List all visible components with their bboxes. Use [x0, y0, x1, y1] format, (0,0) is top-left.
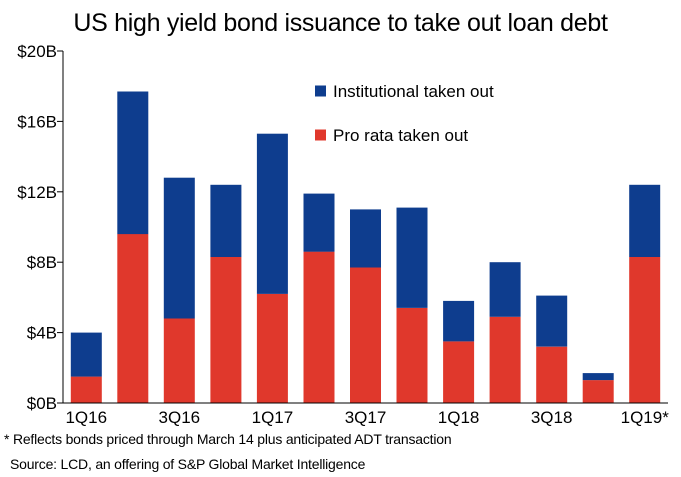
legend-label-institutional-taken-out: Institutional taken out: [333, 82, 494, 101]
x-tick-label: 1Q16: [65, 408, 107, 427]
y-tick-label: $8B: [27, 253, 57, 272]
legend: Institutional taken out Pro rata taken ou…: [315, 82, 494, 145]
y-tick-label: $20B: [17, 42, 57, 61]
bar-institutional-taken-out-4q18: [582, 373, 614, 381]
bar-institutional-taken-out-4q17: [396, 207, 428, 308]
bar-institutional-taken-out-1q16: [70, 332, 102, 377]
x-tick-label: 1Q17: [252, 408, 294, 427]
bar-institutional-taken-out-4q16: [210, 184, 242, 257]
bar-institutional-taken-out-2q18: [489, 262, 521, 317]
y-tick-label: $16B: [17, 112, 57, 131]
footnote: * Reflects bonds priced through March 14…: [4, 431, 452, 447]
bar-institutional-taken-out-1q17: [256, 133, 288, 294]
x-tick-label: 1Q19*: [621, 408, 670, 427]
x-tick-label: 3Q16: [159, 408, 201, 427]
bar-pro-rata-taken-out-1q16: [70, 376, 102, 403]
bar-pro-rata-taken-out-2q17: [303, 251, 335, 403]
bar-pro-rata-taken-out-2q16: [117, 234, 149, 403]
bar-pro-rata-taken-out-1q17: [256, 293, 288, 403]
bar-pro-rata-taken-out-4q17: [396, 308, 428, 403]
bar-pro-rata-taken-out-3q17: [350, 267, 381, 403]
bar-institutional-taken-out-1q19: [629, 184, 661, 257]
bar-pro-rata-taken-out-4q18: [582, 380, 614, 403]
bars-group: [70, 91, 661, 403]
bar-pro-rata-taken-out-2q18: [489, 316, 521, 403]
bar-pro-rata-taken-out-1q18: [443, 341, 475, 403]
y-tick-label: $0B: [27, 394, 57, 413]
bar-institutional-taken-out-3q16: [163, 177, 195, 319]
x-tick-label: 3Q18: [531, 408, 573, 427]
bar-institutional-taken-out-2q17: [303, 193, 335, 252]
chart-title: US high yield bond issuance to take out …: [73, 9, 608, 37]
bar-institutional-taken-out-3q17: [350, 209, 381, 268]
bar-pro-rata-taken-out-3q16: [163, 318, 195, 403]
legend-swatch-pro-rata-taken-out: [315, 129, 326, 141]
bar-pro-rata-taken-out-3q18: [536, 346, 568, 403]
x-tick-label: 3Q17: [345, 408, 387, 427]
bar-institutional-taken-out-1q18: [443, 300, 475, 342]
x-tick-label: 1Q18: [438, 408, 480, 427]
bar-pro-rata-taken-out-1q19: [629, 256, 661, 403]
source-note: Source: LCD, an offering of S&P Global M…: [10, 456, 366, 472]
axes-group: $0B $4B $8B $12B $16B $20B 1Q16 3Q16 1Q17 3Q17 1Q1…: [17, 42, 669, 427]
bar-pro-rata-taken-out-4q16: [210, 256, 242, 403]
y-tick-label: $4B: [27, 324, 57, 343]
bar-institutional-taken-out-2q16: [117, 91, 149, 235]
y-tick-label: $12B: [17, 183, 57, 202]
bar-institutional-taken-out-3q18: [536, 295, 568, 347]
legend-label-pro-rata-taken-out: Pro rata taken out: [333, 126, 468, 145]
legend-swatch-institutional-taken-out: [315, 85, 326, 97]
